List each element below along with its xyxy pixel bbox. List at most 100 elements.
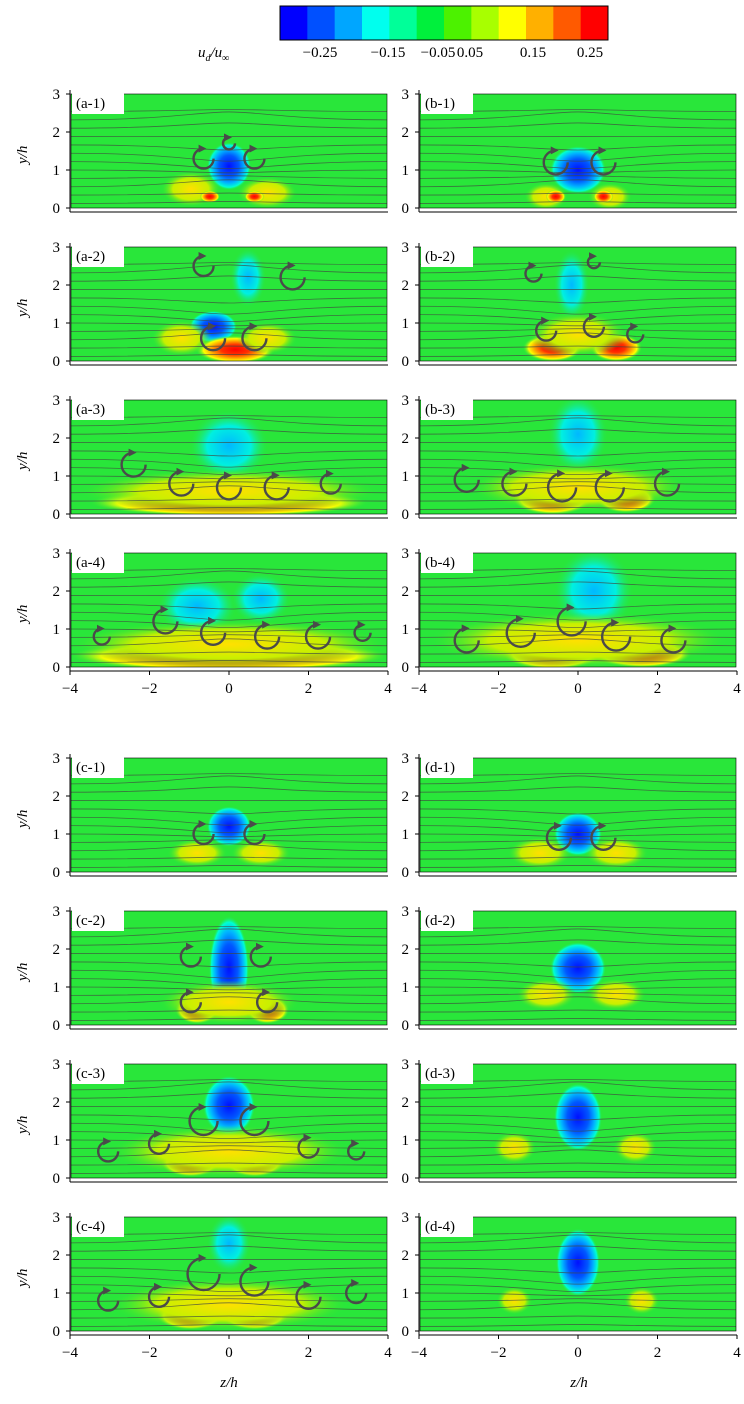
streamline (420, 458, 736, 468)
vortex-vector (168, 467, 195, 497)
vortex-vector (186, 1254, 221, 1292)
colorbar-tick-label: 0.25 (577, 45, 603, 61)
y-tick-label: 0 (402, 1324, 410, 1340)
streamline (71, 839, 387, 843)
y-tick-label: 1 (402, 1286, 410, 1302)
streamline (420, 161, 736, 170)
colorbar-swatch (307, 6, 336, 40)
contour-panel: (a-3) 0 1 2 3 y/h (15, 393, 388, 523)
vortex-vector (263, 471, 290, 501)
streamline (420, 314, 736, 323)
y-tick-label: 3 (402, 240, 410, 256)
z-tick-label: 2 (305, 681, 313, 697)
streamline (420, 816, 736, 826)
contour-region (556, 1228, 600, 1297)
streamline (71, 660, 387, 663)
vortex-vector (660, 624, 687, 654)
panel-tag: (c-4) (76, 1219, 105, 1235)
vortex-vector (188, 1103, 219, 1137)
streamline (420, 144, 736, 151)
y-tick-label: 1 (402, 316, 410, 332)
z-tick-label: 2 (305, 1345, 313, 1361)
panel-tag-box (421, 1062, 473, 1084)
streamline (71, 428, 387, 435)
streamline (420, 865, 736, 868)
streamline (71, 264, 387, 274)
streamline (420, 978, 736, 987)
streamline (71, 856, 387, 860)
vortex-vector (582, 312, 606, 338)
panel-tag: (b-1) (425, 96, 455, 112)
contour-panel: (d-3) 0 1 2 3 (402, 1057, 737, 1187)
panel-tag: (c-1) (76, 760, 105, 776)
y-tick-label: 2 (402, 431, 410, 447)
y-tick-label: 2 (402, 1248, 410, 1264)
vortex-vector (295, 1280, 322, 1310)
streamline (420, 638, 736, 647)
contour-panel: (b-2) 0 1 2 3 (402, 240, 737, 370)
contour-panel: (c-2) 0 1 2 3 y/h (15, 904, 388, 1034)
contour-region (207, 806, 251, 847)
y-tick-label: 1 (402, 622, 410, 638)
streamline (71, 1114, 387, 1121)
y-tick-label: 2 (53, 1095, 61, 1111)
streamline (71, 1139, 387, 1144)
streamline (71, 152, 387, 162)
z-axis-label: z/h (219, 1375, 238, 1391)
panel-tag: (d-2) (425, 913, 455, 929)
streamline (420, 354, 736, 357)
colorbar-swatch (580, 6, 609, 40)
contour-region (550, 942, 606, 994)
contour-panel: (c-4) 0 1 2 3 y/h −4 −2 0 2 4 (15, 1210, 392, 1361)
streamline (420, 264, 736, 274)
contour-region (553, 249, 590, 321)
z-tick-label: −4 (62, 1345, 78, 1361)
y-tick-label: 2 (402, 584, 410, 600)
contour-region (468, 463, 688, 512)
streamline (71, 1292, 387, 1297)
streamline (420, 581, 736, 588)
colorbar-swatch (280, 6, 308, 40)
vortex-vector (524, 261, 543, 283)
y-tick-label: 0 (402, 865, 410, 881)
panel-tag-box (72, 551, 124, 573)
streamline (420, 169, 736, 174)
streamline (420, 1292, 736, 1297)
streamline (420, 1234, 736, 1244)
streamline (420, 611, 736, 621)
contour-panel: (a-1) 0 1 2 3 y/h (15, 87, 388, 217)
contour-region (230, 572, 291, 625)
vortex-vector (92, 624, 111, 646)
streamline (71, 638, 387, 647)
vortex-vector (501, 467, 528, 497)
colorbar-swatch (416, 6, 445, 40)
vortex-vector (241, 322, 268, 352)
streamline (420, 808, 736, 815)
panel-tag-box (72, 1215, 124, 1237)
streamline (71, 328, 387, 332)
streamline (71, 969, 387, 979)
vortex-vector (453, 624, 480, 654)
vortex-vector (147, 1282, 171, 1308)
y-tick-label: 0 (402, 1018, 410, 1034)
panel-tag-box (72, 1062, 124, 1084)
streamline (420, 1018, 736, 1021)
y-tick-label: 0 (402, 1171, 410, 1187)
y-axis: 0 1 2 3 y/h (15, 1057, 388, 1187)
panel-tag-box (421, 1215, 473, 1237)
streamline (420, 1162, 736, 1166)
streamline (71, 192, 387, 196)
colorbar-swatch (498, 6, 527, 40)
z-tick-label: 4 (733, 681, 741, 697)
colorbar-swatch (553, 6, 582, 40)
streamline (420, 481, 736, 485)
streamline (71, 939, 387, 946)
streamline (71, 297, 387, 304)
contour-region (79, 469, 379, 514)
z-axis-label: z/h (569, 1375, 588, 1391)
contour-panel: (c-1) 0 1 2 3 y/h (15, 751, 388, 881)
z-tick-label: 4 (384, 1345, 392, 1361)
colorbar-label: ud/u∞ (198, 45, 229, 64)
streamline (71, 568, 387, 571)
panel-tag: (d-3) (425, 1066, 455, 1082)
